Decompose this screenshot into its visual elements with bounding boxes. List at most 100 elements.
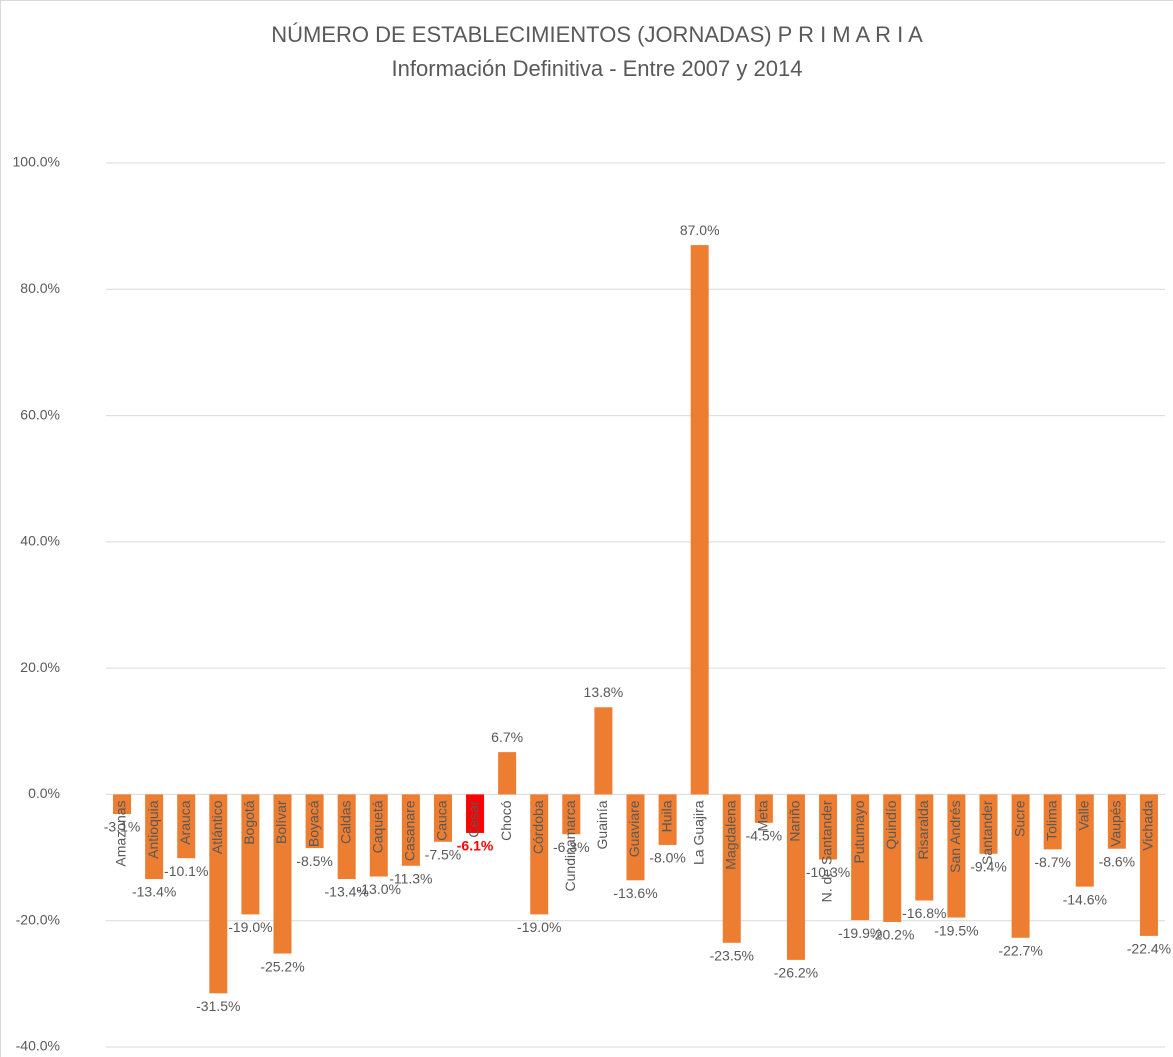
- y-tick-label: -40.0%: [16, 1038, 60, 1054]
- value-label: -23.5%: [710, 948, 754, 964]
- bar: [113, 794, 132, 815]
- x-tick-label: Atlántico: [209, 800, 225, 854]
- x-tick-label: Vichada: [1140, 800, 1156, 851]
- value-label: -8.5%: [296, 853, 333, 869]
- value-label: -31.5%: [196, 998, 240, 1014]
- x-tick-label: Risaralda: [915, 800, 931, 859]
- y-tick-label: 80.0%: [20, 280, 60, 296]
- value-label: -10.3%: [806, 864, 850, 880]
- bar: [530, 794, 549, 915]
- x-tick-label: San Andrés: [947, 800, 963, 872]
- bar: [722, 794, 741, 943]
- x-tick-label: Caquetá: [369, 800, 385, 853]
- value-label: -20.2%: [870, 927, 914, 943]
- x-tick-label: Magdalena: [722, 800, 738, 869]
- bar: [1139, 794, 1158, 936]
- x-tick-label: Bogotá: [241, 800, 257, 845]
- x-tick-label: Tolima: [1043, 800, 1059, 841]
- chart-title: NÚMERO DE ESTABLECIMIENTOS (JORNADAS) P …: [271, 22, 923, 47]
- x-tick-label: Córdoba: [530, 800, 546, 854]
- bar: [337, 794, 356, 880]
- x-tick-label: Antioquia: [145, 800, 161, 859]
- bar: [401, 794, 420, 866]
- x-tick-label: Guaviare: [626, 800, 642, 857]
- bar: [433, 794, 452, 842]
- bar: [626, 794, 645, 881]
- bar: [498, 752, 517, 795]
- value-label: -19.9%: [838, 925, 882, 941]
- bar: [1075, 794, 1094, 887]
- value-label: -7.5%: [425, 846, 462, 862]
- value-label: -8.0%: [649, 850, 686, 866]
- bar: [786, 794, 805, 960]
- x-tick-label: Quindío: [883, 800, 899, 849]
- bar: [562, 794, 581, 835]
- value-label: -13.6%: [613, 885, 657, 901]
- bar: [273, 794, 292, 954]
- x-tick-label: Bolívar: [273, 800, 289, 844]
- bar: [819, 794, 838, 860]
- value-label: -19.0%: [517, 919, 561, 935]
- bar: [177, 794, 196, 859]
- x-tick-label: N. de Santander: [819, 800, 835, 902]
- x-tick-label: Guainía: [594, 800, 610, 849]
- value-label: 87.0%: [680, 222, 720, 238]
- bar: [594, 707, 613, 795]
- value-label: -10.1%: [164, 863, 208, 879]
- value-label: -25.2%: [260, 958, 304, 974]
- y-tick-label: 20.0%: [20, 659, 60, 675]
- value-label: -6.3%: [553, 839, 590, 855]
- x-tick-label: Boyacá: [305, 800, 321, 847]
- value-label: -22.4%: [1127, 941, 1171, 957]
- x-tick-label: Chocó: [498, 800, 514, 841]
- y-tick-label: -20.0%: [16, 911, 60, 927]
- x-tick-label: Santander: [979, 800, 995, 865]
- x-tick-label: Amazonas: [113, 800, 129, 866]
- value-label: -16.8%: [902, 905, 946, 921]
- value-label: -14.6%: [1063, 891, 1107, 907]
- y-tick-label: 100.0%: [13, 154, 60, 170]
- value-label: -13.4%: [325, 884, 369, 900]
- value-label: -22.7%: [998, 942, 1042, 958]
- x-tick-label: Caldas: [337, 800, 353, 844]
- y-tick-label: 60.0%: [20, 406, 60, 422]
- bar: [883, 794, 902, 922]
- y-tick-label: 40.0%: [20, 533, 60, 549]
- value-label: -26.2%: [774, 965, 818, 981]
- chart-subtitle: Información Definitiva - Entre 2007 y 20…: [392, 56, 803, 81]
- bar: [754, 794, 773, 823]
- x-tick-label: Huila: [658, 800, 674, 832]
- x-tick-label: Sucre: [1011, 800, 1027, 837]
- bar: [915, 794, 934, 901]
- bar: [209, 794, 228, 994]
- x-tick-label: Valle: [1075, 800, 1091, 830]
- value-label: -19.0%: [228, 919, 272, 935]
- x-tick-label: Arauca: [177, 800, 193, 845]
- value-label: -19.5%: [934, 922, 978, 938]
- bar: [1043, 794, 1062, 850]
- bar: [466, 794, 485, 833]
- x-tick-label: Nariño: [787, 800, 803, 841]
- bar: [145, 794, 164, 880]
- value-label: -11.3%: [389, 870, 432, 886]
- bar: [979, 794, 998, 854]
- bar: [658, 794, 677, 845]
- value-label: -6.1%: [457, 838, 494, 854]
- x-tick-label: Casanare: [402, 800, 418, 861]
- bar: [690, 245, 709, 795]
- bar: [241, 794, 260, 915]
- x-tick-label: Cundinamarca: [562, 800, 578, 891]
- value-label: -4.5%: [746, 828, 783, 844]
- value-label: 13.8%: [584, 684, 624, 700]
- x-tick-label: Putumayo: [851, 800, 867, 863]
- value-label: -13.0%: [357, 881, 401, 897]
- x-tick-label: Cesar: [466, 800, 482, 838]
- value-label: 6.7%: [491, 729, 523, 745]
- value-label: -8.6%: [1099, 853, 1136, 869]
- x-tick-label: Meta: [755, 800, 771, 831]
- x-tick-label: Vaupés: [1108, 800, 1124, 846]
- y-tick-label: 0.0%: [28, 785, 60, 801]
- value-label: -3.1%: [104, 819, 141, 835]
